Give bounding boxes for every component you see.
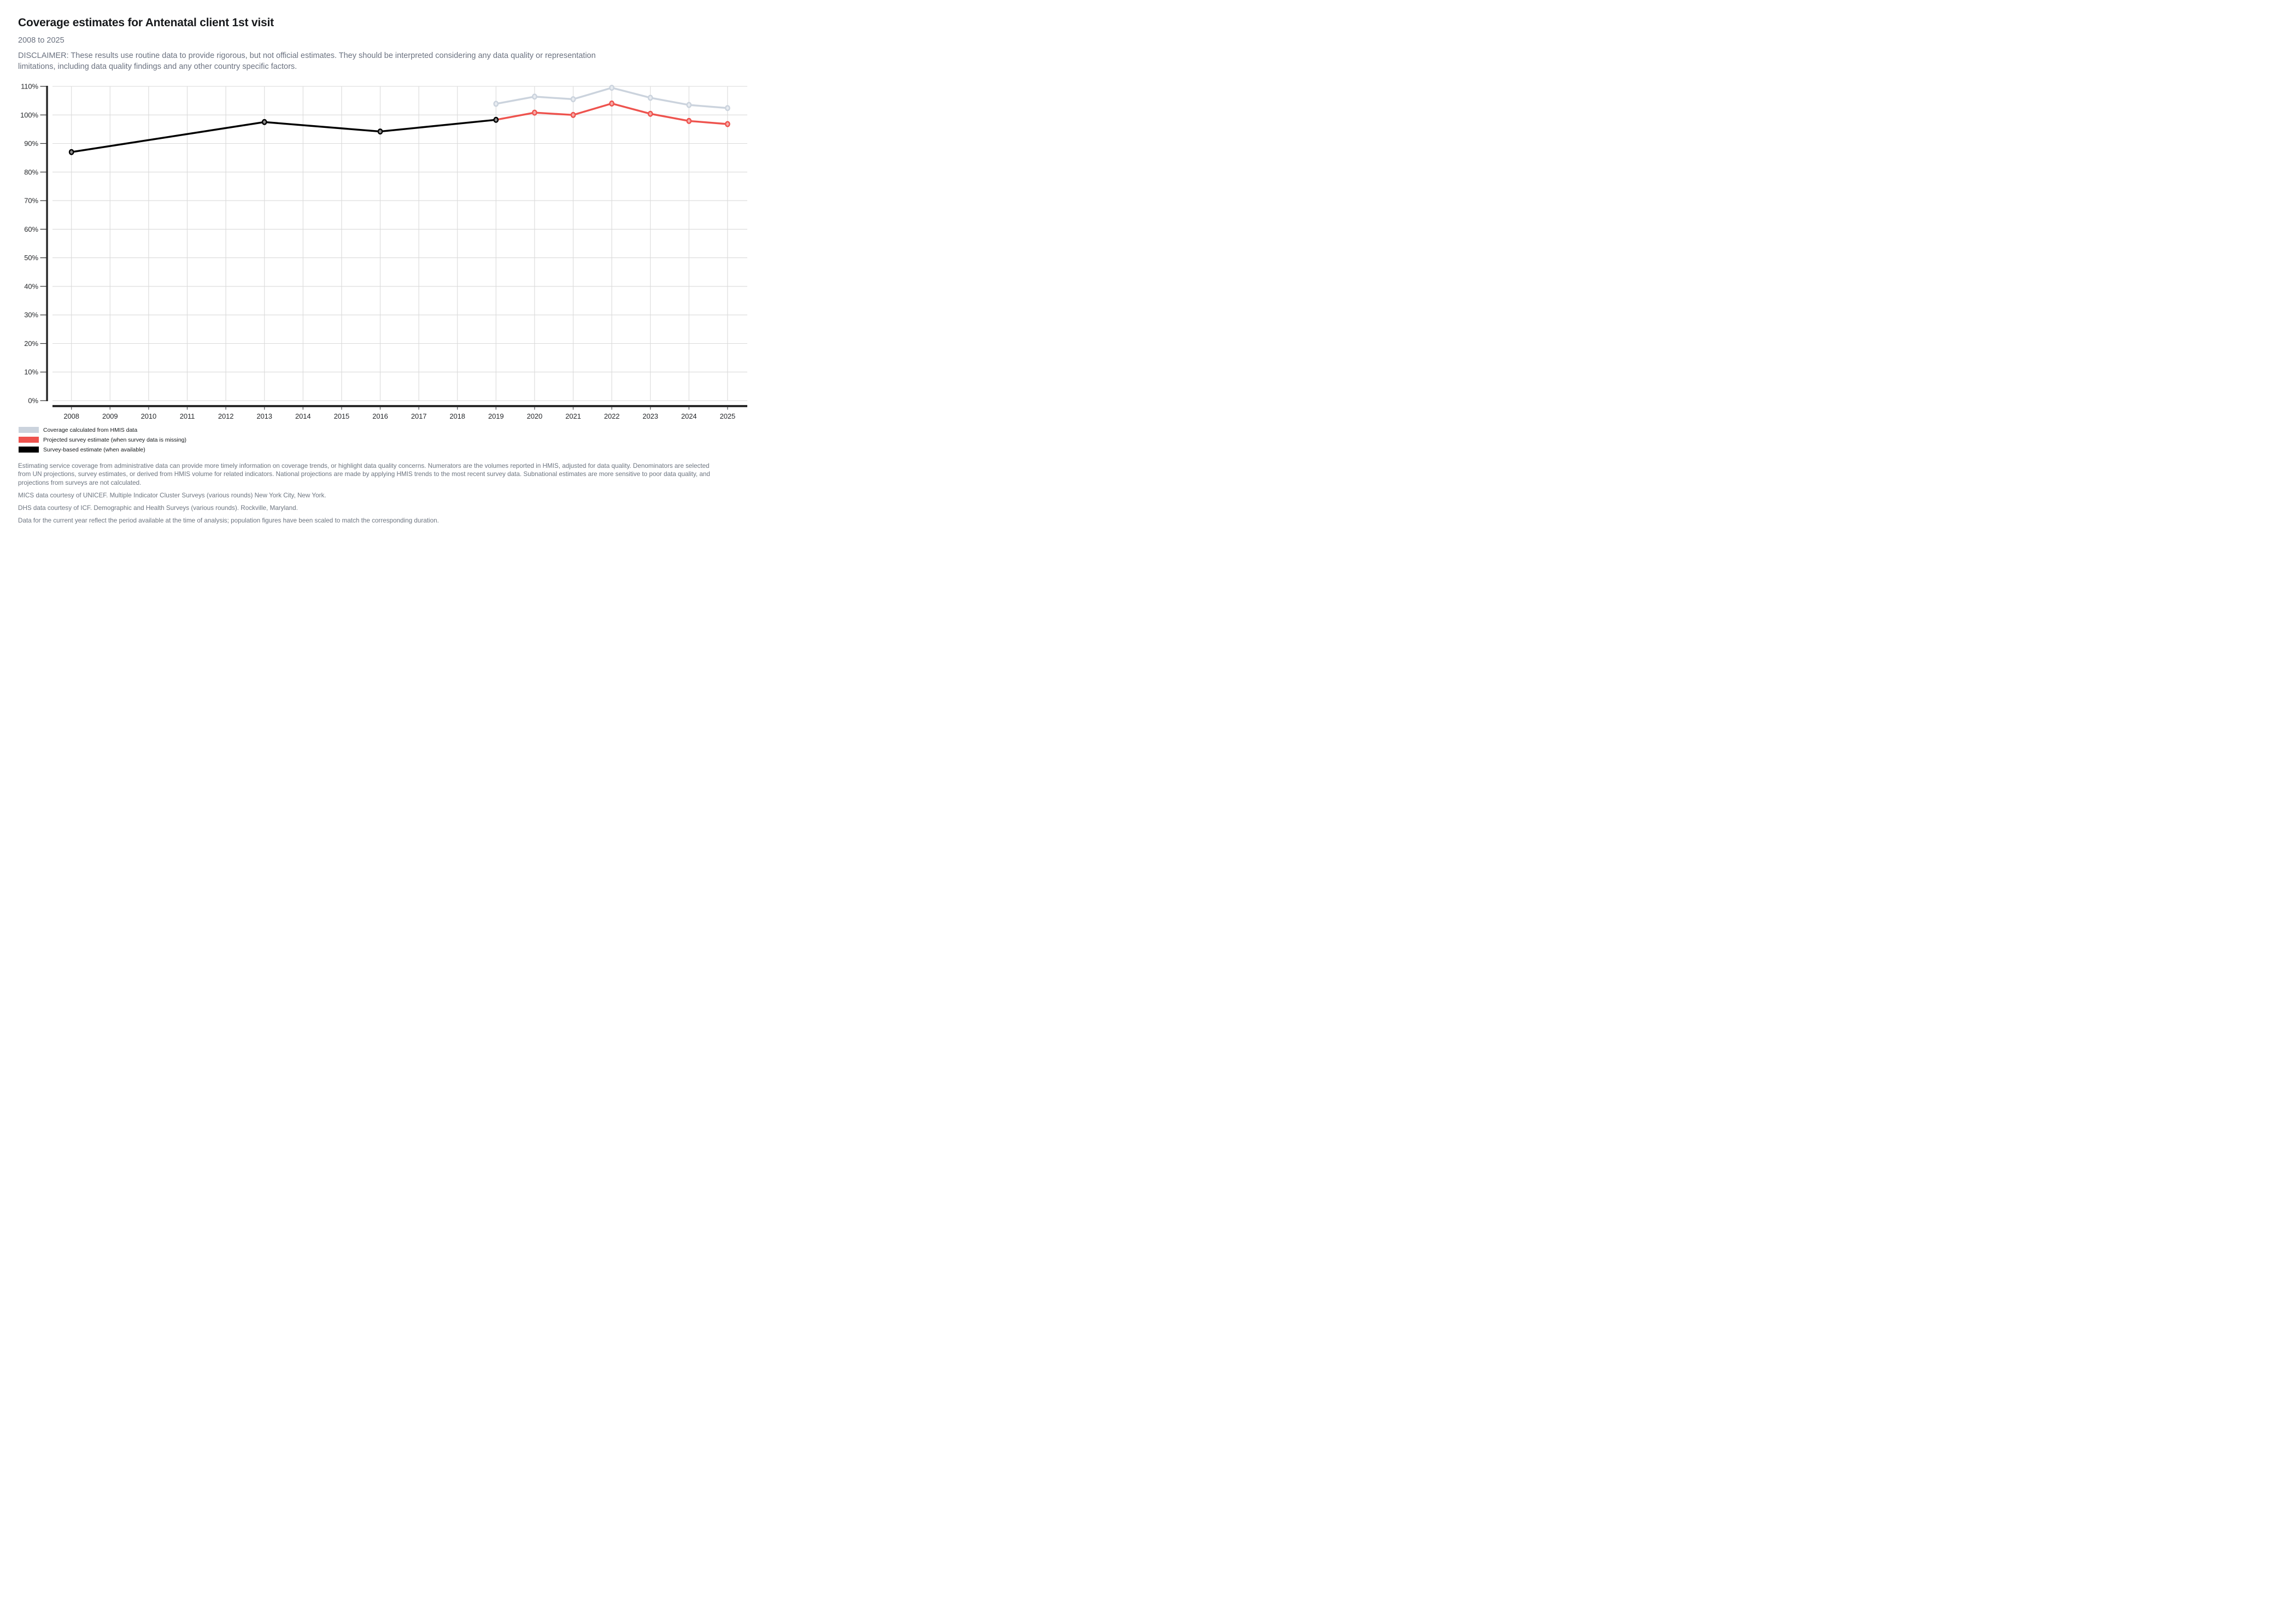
x-tick-label: 2011 — [180, 412, 195, 420]
coverage-chart: 0% 10% 20% 30% 40% 50% 60% 70% 80% 90% 100% 110% 200… — [20, 82, 747, 420]
projected-swatch-icon — [19, 437, 39, 443]
footer-notes: Estimating service coverage from adminis… — [18, 462, 751, 525]
y-tick-label: 30% — [24, 310, 38, 319]
y-tick-label: 100% — [20, 110, 38, 119]
disclaimer-line-2: limitations, including data quality find… — [18, 62, 297, 72]
survey-point-2008 — [68, 149, 74, 155]
x-axis: 2008 2009 2010 2011 2012 2013 2014 2015 2016 2017… — [52, 404, 747, 420]
projected-point-2021 — [570, 111, 576, 118]
projected-point-2020 — [532, 109, 537, 116]
y-tick-label: 70% — [24, 196, 38, 204]
x-tick-label: 2012 — [218, 412, 234, 420]
y-tick-label: 0% — [28, 396, 38, 404]
survey-line — [70, 119, 497, 153]
hmis-series — [493, 84, 730, 111]
legend-label-survey: Survey-based estimate (when available) — [43, 446, 145, 453]
x-tick-label: 2015 — [334, 412, 350, 420]
y-tick-label: 20% — [24, 339, 38, 348]
projected-point-2024 — [686, 118, 692, 124]
legend-label-projected: Projected survey estimate (when survey d… — [43, 436, 187, 443]
x-tick-label: 2010 — [141, 412, 157, 420]
x-tick-label: 2016 — [372, 412, 388, 420]
y-tick-label: 40% — [24, 282, 38, 290]
x-tick-label: 2017 — [411, 412, 427, 420]
y-tick-label: 60% — [24, 225, 38, 233]
y-tick-label: 10% — [24, 368, 38, 376]
survey-point-2013 — [261, 119, 267, 125]
projected-point-2025 — [725, 121, 730, 127]
survey-series — [68, 116, 499, 155]
mics-credit-note: MICS data courtesy of UNICEF. Multiple I… — [18, 491, 326, 499]
x-tick-label: 2008 — [63, 412, 79, 420]
dhs-credit-note: DHS data courtesy of ICF. Demographic an… — [18, 504, 298, 512]
hmis-point-2021 — [570, 96, 576, 102]
chart-legend: Coverage calculated from HMIS data Proje… — [19, 427, 757, 453]
y-tick-label: 50% — [24, 254, 38, 262]
projected-point-2023 — [647, 110, 653, 117]
y-tick-label: 90% — [24, 139, 38, 148]
y-tick-label: 80% — [24, 168, 38, 176]
hmis-point-2023 — [647, 94, 653, 101]
hmis-point-2025 — [725, 104, 730, 111]
survey-point-2019 — [493, 116, 499, 123]
x-tick-label: 2022 — [604, 412, 620, 420]
survey-point-2016 — [377, 128, 383, 134]
x-tick-label: 2023 — [642, 412, 658, 420]
x-tick-label: 2021 — [565, 412, 581, 420]
x-tick-label: 2019 — [488, 412, 504, 420]
current-year-note: Data for the current year reflect the pe… — [18, 517, 439, 524]
y-axis: 0% 10% 20% 30% 40% 50% 60% 70% 80% 90% 100% 110% — [20, 82, 48, 404]
projected-series — [495, 100, 730, 127]
legend-item-projected: Projected survey estimate (when survey d… — [19, 437, 757, 443]
gridlines — [52, 86, 747, 401]
x-tick-label: 2024 — [681, 412, 697, 420]
hmis-point-2024 — [686, 102, 692, 108]
legend-item-survey: Survey-based estimate (when available) — [19, 447, 757, 453]
methodology-note: Estimating service coverage from adminis… — [18, 462, 710, 487]
x-tick-label: 2014 — [295, 412, 311, 420]
hmis-point-2020 — [532, 93, 537, 99]
legend-item-hmis: Coverage calculated from HMIS data — [19, 427, 757, 433]
disclaimer-text: DISCLAIMER: These results use routine da… — [18, 50, 757, 73]
x-tick-label: 2020 — [527, 412, 543, 420]
x-tick-label: 2018 — [449, 412, 465, 420]
x-tick-label: 2025 — [720, 412, 736, 420]
disclaimer-line-1: DISCLAIMER: These results use routine da… — [18, 51, 596, 60]
x-tick-label: 2009 — [102, 412, 118, 420]
report-page: Coverage estimates for Antenatal client … — [0, 0, 765, 536]
survey-swatch-icon — [19, 447, 39, 453]
chart-area: 0% 10% 20% 30% 40% 50% 60% 70% 80% 90% 100% 110% 200… — [0, 79, 765, 425]
legend-label-hmis: Coverage calculated from HMIS data — [43, 426, 138, 433]
projected-point-2022 — [609, 100, 615, 107]
date-range-subtitle: 2008 to 2025 — [18, 36, 65, 45]
x-tick-label: 2013 — [256, 412, 272, 420]
hmis-swatch-icon — [19, 427, 39, 433]
page-title: Coverage estimates for Antenatal client … — [18, 16, 274, 29]
y-tick-label: 110% — [21, 82, 38, 90]
hmis-point-2019 — [493, 100, 499, 107]
hmis-point-2022 — [609, 84, 615, 91]
